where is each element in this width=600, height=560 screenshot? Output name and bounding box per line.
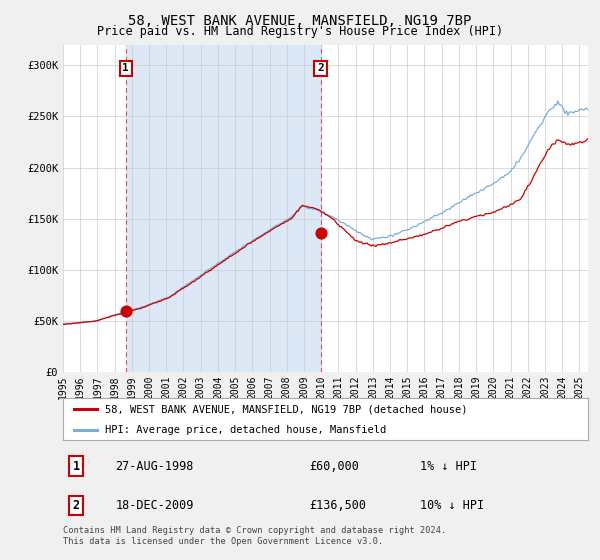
Bar — [126, 45, 320, 372]
Text: 58, WEST BANK AVENUE, MANSFIELD, NG19 7BP (detached house): 58, WEST BANK AVENUE, MANSFIELD, NG19 7B… — [105, 404, 467, 414]
Text: HPI: Average price, detached house, Mansfield: HPI: Average price, detached house, Mans… — [105, 426, 386, 435]
Text: 1% ↓ HPI: 1% ↓ HPI — [420, 460, 477, 473]
Text: 58, WEST BANK AVENUE, MANSFIELD, NG19 7BP: 58, WEST BANK AVENUE, MANSFIELD, NG19 7B… — [128, 14, 472, 28]
Point — [316, 228, 325, 237]
Text: Price paid vs. HM Land Registry's House Price Index (HPI): Price paid vs. HM Land Registry's House … — [97, 25, 503, 38]
Text: 1: 1 — [122, 63, 129, 73]
Text: 2: 2 — [73, 499, 80, 512]
Text: £60,000: £60,000 — [310, 460, 359, 473]
Text: 1: 1 — [73, 460, 80, 473]
Point — [121, 306, 131, 315]
Text: 27-AUG-1998: 27-AUG-1998 — [115, 460, 194, 473]
Text: £136,500: £136,500 — [310, 499, 367, 512]
Text: 10% ↓ HPI: 10% ↓ HPI — [420, 499, 484, 512]
Text: 18-DEC-2009: 18-DEC-2009 — [115, 499, 194, 512]
Text: Contains HM Land Registry data © Crown copyright and database right 2024.
This d: Contains HM Land Registry data © Crown c… — [63, 526, 446, 546]
Text: 2: 2 — [317, 63, 324, 73]
